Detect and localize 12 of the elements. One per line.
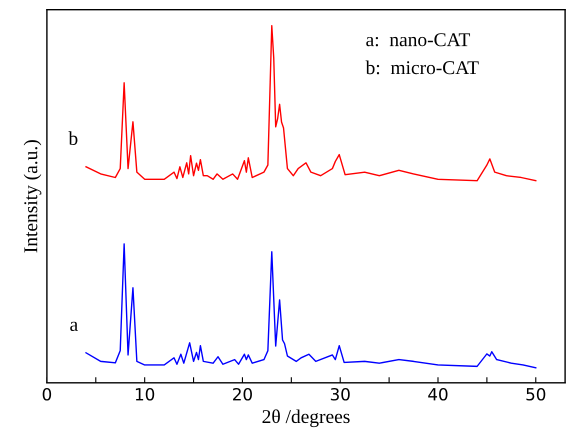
series-label: b: [68, 131, 78, 145]
x-tick-label: 40: [428, 388, 448, 401]
y-axis-title: Intensity (a.u.): [24, 140, 42, 253]
annotation: a: nano-CAT: [366, 33, 470, 46]
series-label: a: [70, 322, 78, 332]
annotation: b: micro-CAT: [366, 60, 479, 74]
x-tick-label: 10: [136, 388, 154, 401]
x-tick-label: 50: [526, 388, 546, 401]
x-tick-label: 20: [233, 388, 252, 401]
x-tick-label: 0: [42, 388, 52, 401]
x-axis-title: 2θ /degrees: [262, 409, 350, 428]
x-tick-label: 30: [330, 388, 350, 401]
